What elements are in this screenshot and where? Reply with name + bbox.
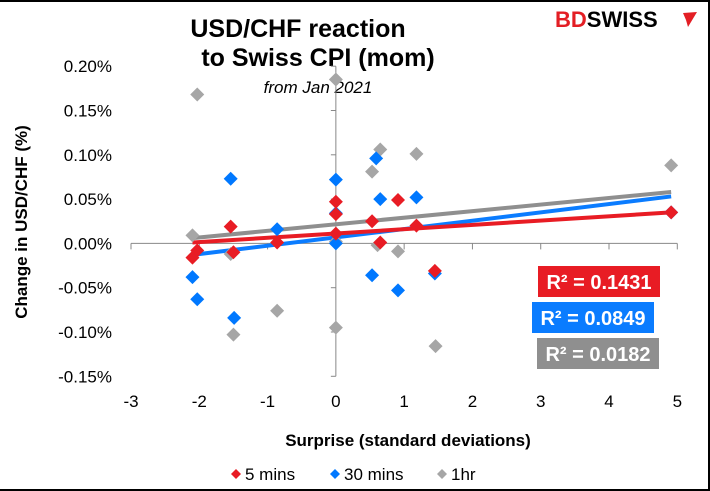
y-tick-label: 0.15% (64, 102, 112, 121)
r2-box-30-mins (532, 302, 654, 333)
x-tick-label: 5 (673, 392, 682, 411)
r2-label-5-mins: R² = 0.1431 (546, 272, 651, 294)
r2-label-30-mins: R² = 0.0849 (540, 308, 645, 330)
point-5-mins (328, 207, 343, 222)
point-1hr (185, 228, 200, 243)
y-tick-label: -0.10% (58, 323, 112, 342)
point-5-mins (409, 218, 424, 233)
point-5-mins (391, 192, 406, 207)
y-tick-label: 0.00% (64, 234, 112, 253)
y-tick-label: 0.20% (64, 57, 112, 76)
x-tick-label: 0 (331, 392, 340, 411)
chart-title-line-1: USD/CHF reaction (190, 15, 405, 43)
point-5-mins (328, 226, 343, 241)
trendline-5-mins (192, 210, 672, 245)
y-axis-label: Change in USD/CHF (%) (12, 125, 31, 319)
legend-label-30-mins: 30 mins (344, 465, 404, 484)
point-1hr (226, 327, 241, 342)
bdswiss-logo: BDSWISS (555, 7, 697, 32)
point-5-mins (223, 219, 238, 234)
point-30-mins (185, 270, 200, 285)
point-1hr (391, 244, 406, 259)
y-tick-label: 0.10% (64, 146, 112, 165)
point-30-mins (328, 236, 343, 251)
x-tick-label: -3 (123, 392, 138, 411)
x-tick-label: 1 (399, 392, 408, 411)
x-tick-label: 4 (604, 392, 613, 411)
chart-subtitle: from Jan 2021 (264, 78, 373, 97)
x-tick-label: -2 (192, 392, 207, 411)
point-30-mins (190, 292, 205, 307)
point-1hr (428, 339, 443, 354)
legend-marker-1hr (437, 469, 447, 479)
point-30-mins (391, 283, 406, 298)
legend-marker-5-mins (231, 469, 241, 479)
chart-title-line-2: to Swiss CPI (mom) (201, 44, 434, 72)
svg-text:BDSWISS: BDSWISS (555, 7, 658, 32)
point-5-mins (190, 243, 205, 258)
x-tick-label: -1 (260, 392, 275, 411)
y-tick-label: 0.05% (64, 190, 112, 209)
point-5-mins (226, 245, 241, 260)
x-tick-label: 3 (536, 392, 545, 411)
point-1hr (270, 303, 285, 318)
r2-box-1hr (537, 338, 659, 369)
legend-marker-30-mins (330, 469, 340, 479)
logo-arrow-icon (683, 12, 697, 27)
point-1hr (328, 72, 343, 87)
point-5-mins (328, 194, 343, 209)
r2-label-1hr: R² = 0.0182 (545, 344, 650, 366)
point-1hr (328, 320, 343, 335)
point-30-mins (223, 171, 238, 186)
point-30-mins (409, 190, 424, 205)
y-tick-label: -0.05% (58, 279, 112, 298)
point-5-mins (270, 235, 285, 250)
point-1hr (365, 164, 380, 179)
x-tick-label: 2 (468, 392, 477, 411)
point-1hr (190, 87, 205, 102)
legend-label-1hr: 1hr (451, 465, 476, 484)
point-30-mins (227, 310, 242, 325)
point-5-mins (664, 205, 679, 220)
r2-box-5-mins (538, 266, 660, 297)
logo-bd: BD (555, 7, 587, 32)
point-1hr (664, 158, 679, 173)
point-30-mins (328, 172, 343, 187)
point-30-mins (270, 222, 285, 237)
point-30-mins (373, 192, 388, 207)
point-30-mins (365, 268, 380, 283)
point-5-mins (365, 214, 380, 229)
point-5-mins (373, 235, 388, 250)
point-5-mins (427, 263, 442, 278)
logo-swiss: SWISS (587, 7, 658, 32)
point-1hr (409, 146, 424, 161)
x-axis-label: Surprise (standard deviations) (285, 431, 531, 450)
legend-label-5-mins: 5 mins (245, 465, 295, 484)
y-tick-label: -0.15% (58, 367, 112, 386)
point-30-mins (369, 151, 384, 166)
